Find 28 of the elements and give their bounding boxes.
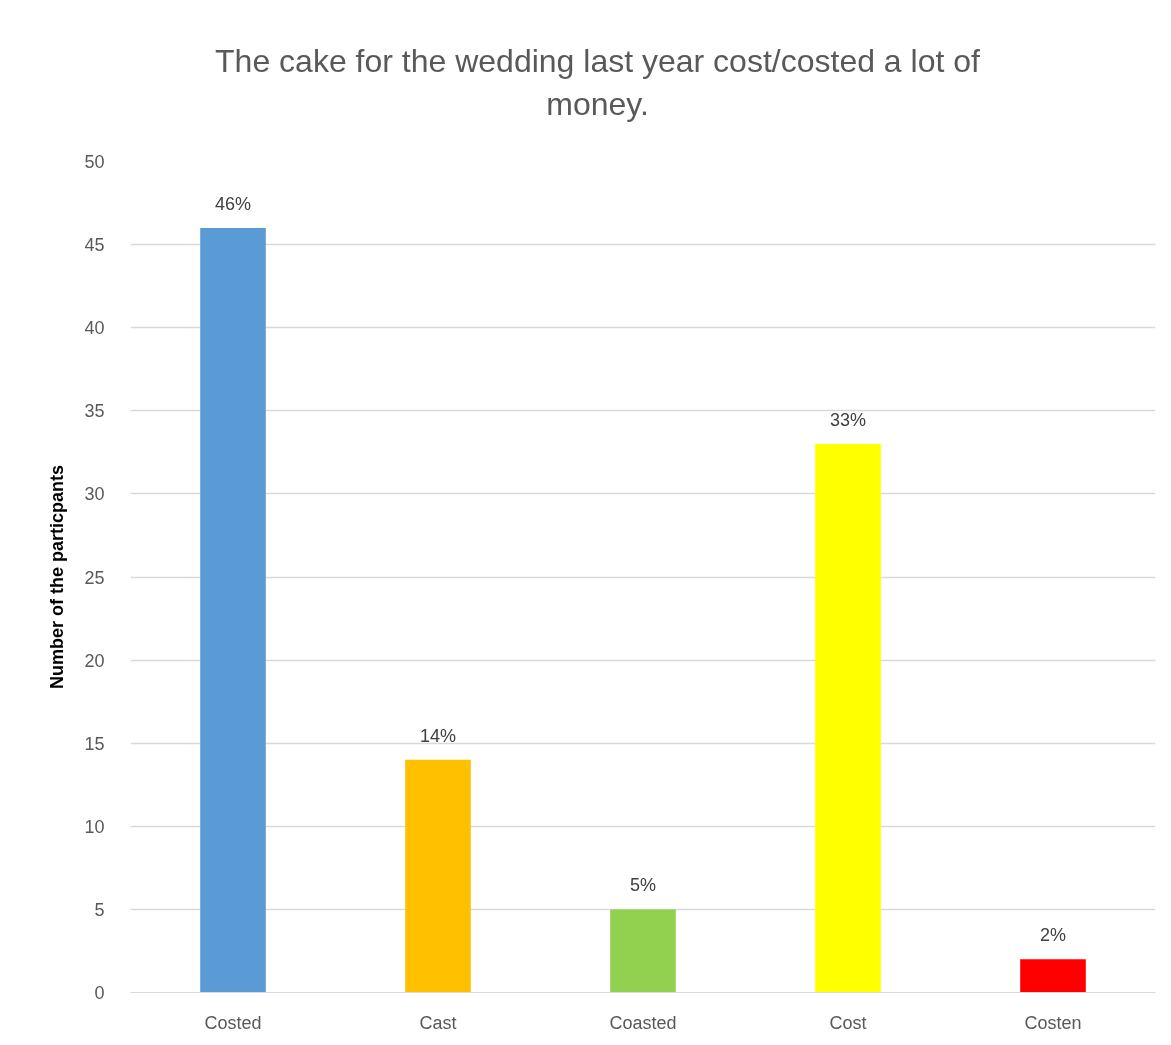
bar <box>815 444 881 993</box>
y-tick-label: 15 <box>84 733 105 754</box>
y-tick-label: 20 <box>84 650 105 671</box>
bar <box>1020 959 1086 993</box>
x-tick-label: Costed <box>204 1012 262 1033</box>
y-tick-label: 45 <box>84 235 105 256</box>
x-tick-label: Coasted <box>609 1012 677 1033</box>
bar <box>200 227 266 993</box>
x-tick-label: Cost <box>829 1012 867 1033</box>
y-tick-label: 50 <box>84 152 105 172</box>
data-label: 2% <box>1039 925 1067 946</box>
x-tick-label: Cast <box>419 1012 457 1033</box>
data-label: 5% <box>629 875 657 896</box>
data-label: 14% <box>419 725 457 746</box>
chart-title: The cake for the wedding last year cost/costed a lot of money. <box>214 42 981 124</box>
y-tick-label: 5 <box>94 899 105 920</box>
y-tick-label: 30 <box>84 484 105 505</box>
x-tick-label: Costen <box>1024 1012 1082 1033</box>
y-tick-label: 25 <box>84 567 105 588</box>
y-tick-label: 10 <box>84 816 105 837</box>
y-tick-label: 0 <box>94 983 105 1003</box>
y-tick-label: 40 <box>84 318 105 339</box>
bar <box>610 909 676 993</box>
data-label: 33% <box>829 410 867 431</box>
y-axis-title: Number of the particpants <box>47 464 68 690</box>
y-tick-label: 35 <box>84 401 105 422</box>
data-label: 46% <box>214 193 252 214</box>
bar <box>405 759 471 993</box>
